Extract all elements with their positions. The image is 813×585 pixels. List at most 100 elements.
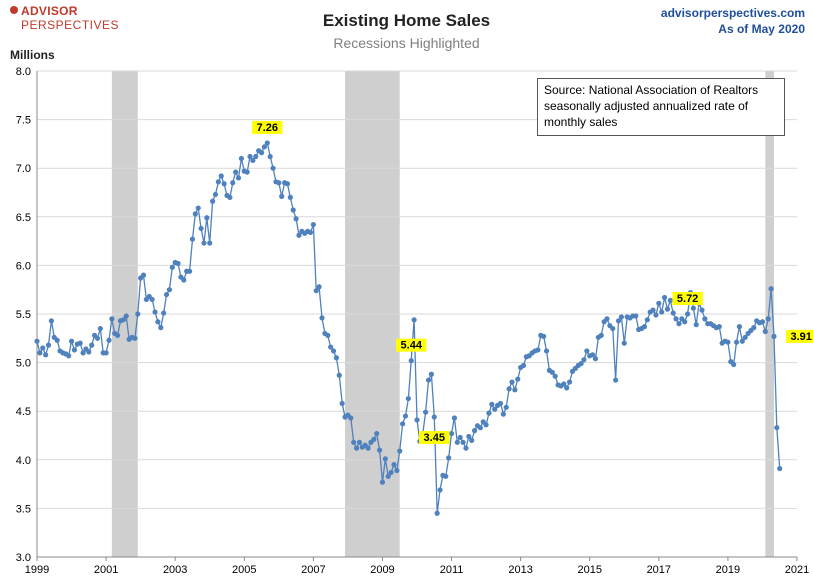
- data-point: [541, 333, 547, 339]
- data-point: [221, 181, 227, 187]
- data-point: [123, 313, 129, 319]
- data-point: [682, 319, 688, 325]
- data-point: [293, 216, 299, 222]
- data-point: [161, 310, 167, 316]
- callout-label: 3.91: [790, 331, 811, 343]
- callout-box: [252, 120, 283, 134]
- data-point: [195, 205, 201, 211]
- y-tick-label: 7.0: [16, 163, 31, 175]
- data-point: [48, 318, 54, 324]
- data-point: [650, 307, 656, 313]
- y-tick-label: 6.5: [16, 212, 31, 224]
- data-point: [771, 333, 777, 339]
- data-point: [581, 357, 587, 363]
- data-point: [492, 406, 498, 412]
- data-point: [725, 339, 731, 345]
- data-point: [169, 264, 175, 270]
- data-point: [140, 272, 147, 278]
- data-point: [733, 339, 740, 345]
- callout-box: [419, 431, 450, 445]
- x-tick-label: 1999: [25, 564, 49, 576]
- data-point: [353, 445, 360, 451]
- data-point: [238, 155, 244, 162]
- data-point: [45, 342, 52, 348]
- data-point: [457, 434, 463, 441]
- data-point: [762, 328, 768, 335]
- y-tick-label: 5.5: [16, 309, 31, 321]
- data-point: [543, 348, 550, 354]
- data-point: [731, 361, 737, 368]
- callout-box: [396, 338, 427, 352]
- site-info: advisorperspectives.com As of May 2020: [661, 5, 805, 37]
- data-point: [382, 456, 388, 462]
- data-point: [448, 430, 455, 437]
- data-point: [670, 310, 676, 316]
- data-point: [376, 447, 383, 453]
- x-tick-label: 2005: [232, 564, 256, 576]
- data-point: [319, 315, 325, 321]
- data-point: [423, 409, 429, 415]
- data-point: [201, 240, 207, 246]
- data-point: [777, 465, 783, 472]
- x-tick-label: 2003: [163, 564, 187, 576]
- data-point: [189, 236, 196, 242]
- data-point: [250, 157, 256, 164]
- site-url[interactable]: advisorperspectives.com: [660, 6, 805, 20]
- data-point: [489, 401, 495, 407]
- data-point: [40, 345, 46, 351]
- data-point: [676, 321, 682, 327]
- advisor-perspectives-logo: ADVISOR PERSPECTIVES: [10, 3, 119, 31]
- source-line: seasonally adjusted annualized rate of: [544, 99, 749, 113]
- source-box: Source: National Association of Realtors…: [537, 78, 785, 136]
- data-point: [564, 385, 570, 391]
- data-point: [437, 487, 443, 493]
- data-point: [653, 312, 659, 318]
- data-point: [466, 433, 472, 440]
- data-point: [598, 332, 604, 338]
- y-tick-label: 4.5: [16, 406, 31, 418]
- data-point: [97, 325, 103, 332]
- x-tick-label: 2007: [301, 564, 325, 576]
- data-point: [103, 350, 109, 356]
- data-point: [120, 317, 126, 323]
- data-point: [247, 153, 253, 160]
- data-point: [659, 309, 665, 315]
- callout-box: [785, 329, 813, 343]
- data-point: [270, 165, 276, 171]
- data-point: [267, 153, 273, 160]
- data-point: [94, 335, 101, 341]
- data-point: [610, 325, 616, 332]
- data-point: [192, 211, 198, 217]
- y-tick-label: 3.5: [16, 503, 31, 515]
- data-point: [408, 358, 414, 364]
- data-point: [552, 373, 558, 379]
- data-point: [348, 415, 354, 421]
- logo-dot-icon: [10, 6, 18, 14]
- data-point: [135, 311, 141, 317]
- chart-subtitle: Recessions Highlighted: [333, 35, 480, 51]
- data-point: [503, 404, 509, 410]
- data-point: [644, 317, 650, 323]
- data-point: [330, 348, 337, 354]
- data-point: [431, 414, 437, 420]
- data-point: [212, 191, 219, 198]
- data-point: [336, 372, 342, 378]
- data-point: [520, 362, 527, 369]
- data-point: [233, 169, 239, 175]
- data-point: [661, 294, 668, 301]
- data-point: [339, 400, 345, 407]
- chart-title: Existing Home Sales: [322, 11, 491, 30]
- data-point: [477, 425, 483, 431]
- data-point: [207, 240, 213, 246]
- data-point: [333, 355, 339, 361]
- data-point: [693, 322, 699, 328]
- data-point: [742, 334, 748, 340]
- data-point: [641, 324, 648, 330]
- data-point: [68, 338, 75, 344]
- callout-label: 5.72: [677, 293, 698, 305]
- data-point: [379, 479, 386, 485]
- data-point: [356, 439, 363, 445]
- data-point: [613, 377, 619, 383]
- data-point: [313, 288, 319, 294]
- data-point: [451, 415, 458, 421]
